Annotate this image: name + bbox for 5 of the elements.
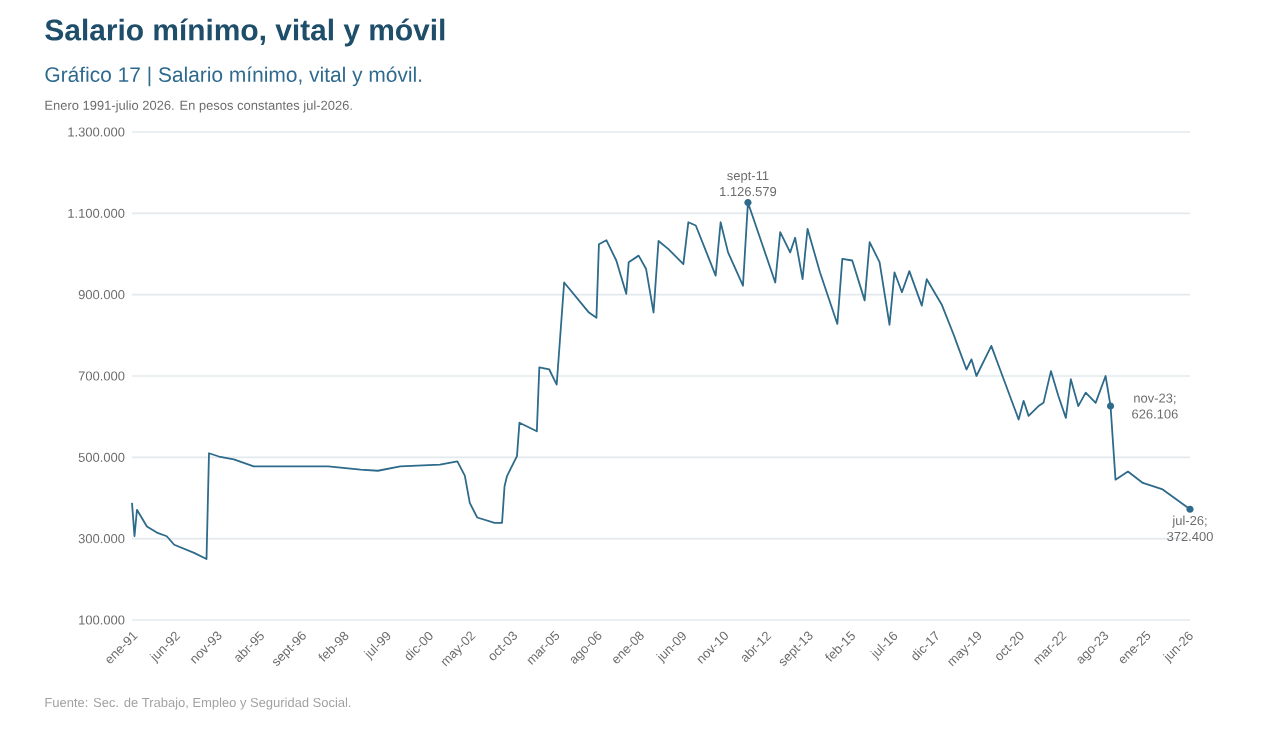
chart-subtitle: Gráfico 17 | Salario mínimo, vital y móvil. bbox=[45, 66, 422, 87]
point bbox=[744, 198, 752, 207]
point bbox=[1106, 402, 1115, 410]
chart-title: Salario mínimo, vital y móvil bbox=[45, 18, 445, 47]
point bbox=[1186, 505, 1194, 513]
